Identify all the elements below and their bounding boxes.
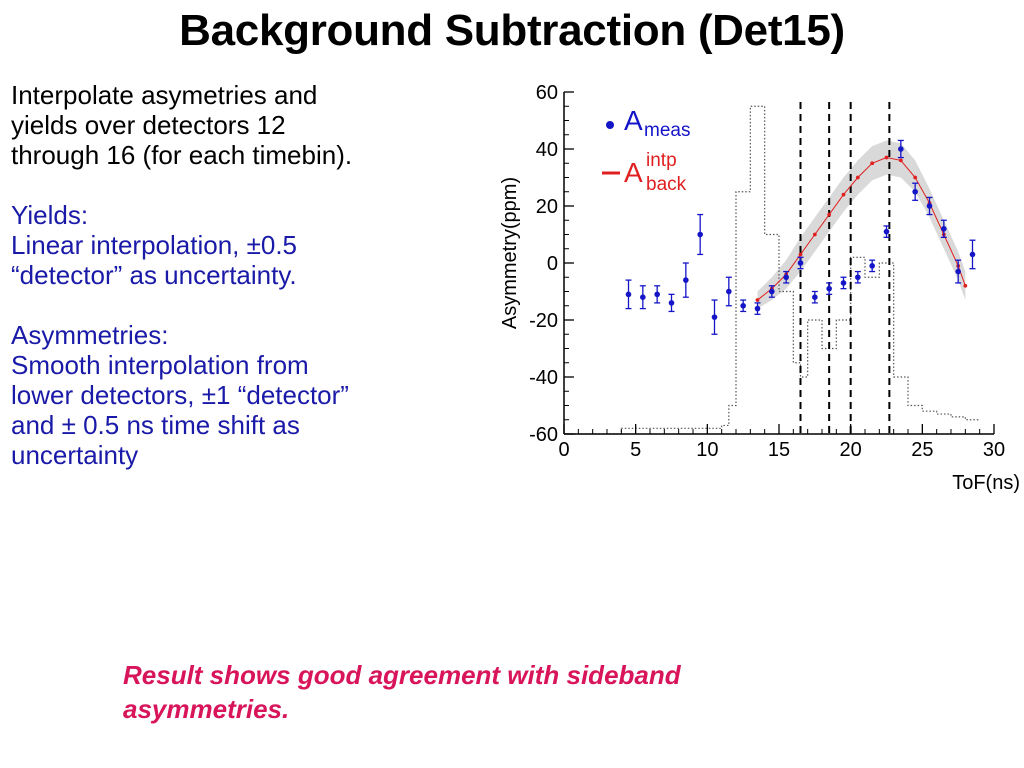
- result-line-2: asymmetries.: [123, 694, 290, 724]
- interpolated-point: [913, 175, 918, 180]
- measured-point: [783, 274, 789, 281]
- asymmetries-line-1: Smooth interpolation from: [11, 350, 309, 380]
- measured-point: [969, 251, 976, 258]
- measured-point: [711, 314, 718, 320]
- measured-point: [941, 226, 947, 232]
- measured-point: [797, 260, 804, 266]
- measured-point: [740, 302, 746, 309]
- interpolated-point: [827, 212, 832, 217]
- chart-background: [480, 70, 1024, 500]
- legend-sub-measured: meas: [644, 120, 690, 141]
- interpolated-point: [812, 232, 817, 237]
- yield-histogram: [564, 105, 980, 435]
- asymmetries-line-3: and ± 0.5 ns time shift as: [11, 410, 300, 440]
- measured-point: [855, 274, 861, 281]
- x-tick-label: 25: [911, 439, 933, 461]
- asymmetries-heading: Asymmetries:: [11, 320, 169, 350]
- yields-line-1: Linear interpolation, ±0.5: [11, 230, 298, 260]
- measured-point: [840, 280, 847, 286]
- yield-histogram-group: [564, 105, 980, 435]
- legend-marker-measured: [606, 121, 614, 129]
- measured-point: [754, 305, 761, 312]
- measured-point: [625, 291, 632, 298]
- intro-line-2: yields over detectors 12: [11, 110, 286, 140]
- intro-line-1: Interpolate asymetries and: [11, 80, 318, 110]
- x-tick-label: 20: [840, 439, 862, 461]
- interpolated-curve: [757, 157, 966, 301]
- uncertainty-band: [757, 140, 966, 309]
- result-statement: Result shows good agreement with sideban…: [123, 658, 943, 726]
- slide-title: Background Subtraction (Det15): [179, 6, 845, 55]
- interpolated-point: [884, 155, 889, 160]
- description-block: Interpolate asymetries and yields over d…: [11, 80, 481, 470]
- vertical-lines-group: [799, 102, 891, 434]
- y-axis-label: Asymmetry(ppm): [499, 177, 521, 329]
- measured-point: [912, 188, 918, 195]
- measured-point: [668, 300, 675, 306]
- interpolated-point: [841, 192, 846, 197]
- uncertainty-band-group: [757, 140, 966, 309]
- yields-heading: Yields:: [11, 200, 89, 230]
- measured-point: [869, 263, 875, 269]
- x-tick-label: 10: [696, 439, 718, 461]
- measured-point: [812, 294, 818, 300]
- measured-point: [654, 291, 660, 298]
- asymmetries-line-4: uncertainty: [11, 440, 139, 470]
- yields-line-2: “detector” as uncertainty.: [11, 260, 297, 290]
- measured-point: [769, 288, 775, 295]
- x-tick-label: 0: [558, 439, 569, 461]
- y-tick-label: -60: [529, 424, 558, 446]
- y-tick-label: 40: [536, 139, 558, 161]
- asymmetries-line-2: lower detectors, ±1 “detector”: [11, 380, 349, 410]
- legend-label-measured: A: [624, 105, 643, 136]
- axes-group: 0 5 10 15 20 25 30 -60 -40 -20 0 20 40 60: [529, 82, 1005, 461]
- measured-point: [926, 203, 933, 209]
- measured-point: [726, 288, 732, 295]
- interpolated-point: [755, 298, 760, 302]
- measured-point: [697, 231, 703, 238]
- measured-point: [898, 146, 904, 152]
- y-tick-label: -20: [529, 310, 558, 332]
- y-tick-label: 60: [536, 82, 558, 104]
- x-tick-label: 5: [630, 439, 641, 461]
- legend-sub-interpolated: back: [646, 174, 687, 195]
- legend-sup-interpolated: intp: [646, 150, 677, 171]
- measured-point: [683, 277, 689, 283]
- x-tick-label: 30: [983, 439, 1005, 461]
- interpolated-point: [855, 175, 860, 180]
- measured-points-group: [625, 139, 976, 335]
- interpolated-point: [870, 161, 875, 166]
- intro-line-3: through 16 (for each timebin).: [11, 140, 353, 170]
- interpolated-point: [963, 283, 968, 288]
- measured-point: [955, 268, 961, 275]
- measured-point: [640, 294, 646, 300]
- x-tick-label: 15: [768, 439, 790, 461]
- interpolated-point: [898, 158, 903, 163]
- legend-label-interpolated: A: [624, 157, 643, 188]
- result-line-1: Result shows good agreement with sideban…: [123, 660, 681, 690]
- y-tick-label: -40: [529, 367, 558, 389]
- x-axis-label: ToF(ns): [952, 472, 1020, 494]
- measured-point: [883, 228, 890, 235]
- y-tick-label: 0: [547, 253, 558, 275]
- interpolated-point: [798, 252, 803, 257]
- measured-point: [826, 285, 832, 292]
- y-tick-label: 20: [536, 196, 558, 218]
